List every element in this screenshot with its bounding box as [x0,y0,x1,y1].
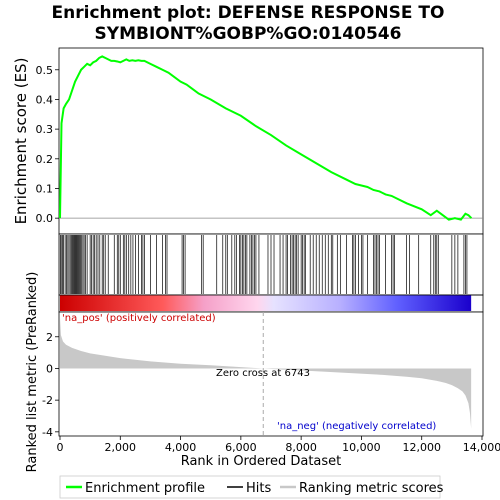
metric-y-tick-label: -4 [42,426,53,439]
es-y-tick-label: 0.1 [36,182,54,195]
metric-y-tick-label: -2 [42,394,53,407]
pos-label: 'na_pos' (positively correlated) [62,313,216,324]
x-tick-label: 0 [57,441,64,454]
es-y-tick-label: 0.5 [36,64,54,77]
es-panel-frame [59,48,483,234]
es-y-tick-label: 0.2 [36,153,54,166]
rank-colorbar [60,295,471,311]
legend-metric-text: Ranking metric scores [299,481,444,496]
zero-cross-label: Zero cross at 6743 [216,368,310,379]
x-tick-label: 12,000 [402,441,441,454]
es-y-tick-label: 0.0 [36,212,54,225]
legend-hits-text: Hits [246,481,271,496]
es-y-tick-label: 0.3 [36,123,54,136]
chart-title-line1: Enrichment plot: DEFENSE RESPONSE TO [52,3,445,23]
es-y-axis-label: Enrichment score (ES) [12,58,30,225]
metric-y-tick-label: 2 [46,331,53,344]
metric-y-ticks: 2 0 -2 -4 [42,331,59,439]
metric-y-axis-label: Ranked list metric (PreRanked) [25,272,40,473]
x-tick-label: 8,000 [285,441,317,454]
x-tick-label: 2,000 [105,441,137,454]
x-tick-label: 10,000 [342,441,381,454]
legend-enrichment-text: Enrichment profile [85,481,205,496]
neg-label: 'na_neg' (negatively correlated) [277,421,436,432]
chart-title-line2: SYMBIONT%GOBP%GO:0140546 [95,24,402,44]
x-tick-label: 4,000 [165,441,197,454]
x-tick-label: 6,000 [225,441,257,454]
x-axis-ticks: 0 2,000 4,000 6,000 8,000 10,000 12,000 14,000 [57,436,500,454]
metric-y-tick-label: 0 [46,362,53,375]
es-y-tick-label: 0.4 [36,93,54,106]
x-tick-label: 14,000 [463,441,500,454]
es-y-ticks: 0.0 0.1 0.2 0.3 0.4 0.5 [36,64,60,225]
x-axis-label: Rank in Ordered Dataset [181,454,342,469]
